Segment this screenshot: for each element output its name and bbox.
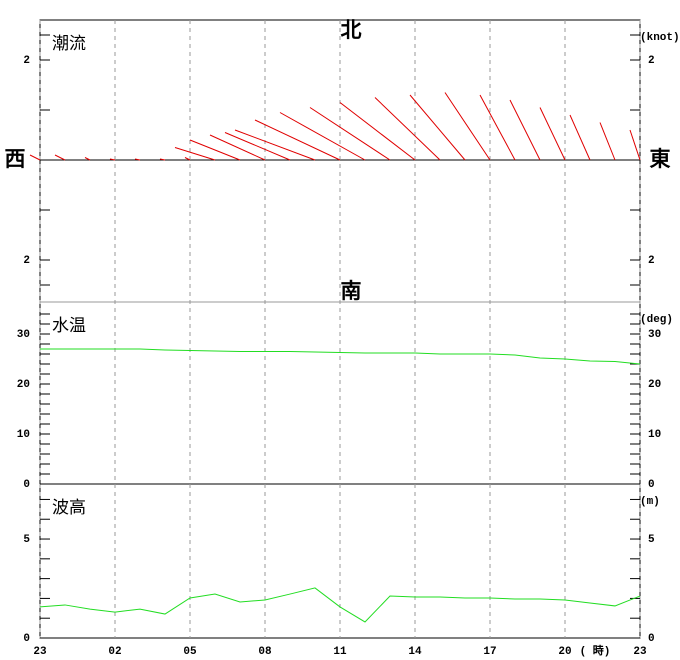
current-vector bbox=[84, 157, 91, 161]
current-vector bbox=[444, 92, 491, 161]
current-vector bbox=[234, 129, 316, 161]
y-tick-label: 5 bbox=[23, 534, 30, 546]
compass-west: 西 bbox=[5, 147, 26, 171]
current-vector bbox=[134, 158, 141, 161]
x-tick-label: 05 bbox=[183, 646, 197, 658]
current-vector bbox=[309, 107, 391, 161]
y-tick-label: 2 bbox=[23, 55, 30, 67]
unit-label: (m) bbox=[640, 496, 660, 508]
data-line bbox=[40, 348, 641, 365]
y-tick-label: 0 bbox=[23, 633, 30, 645]
current-vector bbox=[174, 147, 216, 161]
x-tick-label: 14 bbox=[408, 646, 422, 658]
current-vector bbox=[224, 132, 291, 161]
x-tick-label: 20 bbox=[558, 646, 571, 658]
y-tick-label: 10 bbox=[17, 429, 30, 441]
y-tick-label: 0 bbox=[648, 479, 655, 491]
x-tick-label: 23 bbox=[33, 646, 47, 658]
x-axis-label: ( 時) bbox=[580, 643, 611, 658]
current-vector bbox=[54, 154, 66, 161]
y-tick-label: 0 bbox=[23, 479, 30, 491]
x-tick-label: 02 bbox=[108, 646, 121, 658]
current-vector bbox=[29, 154, 41, 161]
unit-label: (knot) bbox=[640, 32, 680, 44]
current-vector bbox=[209, 134, 266, 161]
panel-title: 波高 bbox=[52, 498, 86, 518]
current-vector bbox=[189, 139, 241, 161]
current-vector bbox=[279, 112, 366, 161]
y-tick-label: 5 bbox=[648, 534, 655, 546]
current-vector bbox=[184, 157, 191, 161]
y-tick-label: 2 bbox=[23, 255, 30, 267]
current-vector bbox=[159, 158, 166, 161]
y-tick-label: 0 bbox=[648, 633, 655, 645]
current-vector bbox=[374, 97, 441, 161]
compass-east: 東 bbox=[650, 147, 671, 171]
current-vector bbox=[569, 114, 591, 161]
panel-title: 水温 bbox=[52, 316, 86, 336]
plot-frame bbox=[39, 19, 641, 639]
current-vector bbox=[629, 129, 641, 161]
x-tick-label: 23 bbox=[633, 646, 647, 658]
y-tick-label: 20 bbox=[648, 379, 661, 391]
panel-title: 潮流 bbox=[52, 34, 86, 54]
current-vector bbox=[599, 122, 616, 161]
y-tick-label: 30 bbox=[648, 329, 661, 341]
x-tick-label: 17 bbox=[483, 646, 496, 658]
x-tick-label: 08 bbox=[258, 646, 272, 658]
current-vector bbox=[409, 94, 466, 161]
compass-north: 北 bbox=[341, 18, 362, 42]
unit-label: (deg) bbox=[640, 314, 673, 326]
current-vector bbox=[339, 102, 416, 161]
y-tick-label: 2 bbox=[648, 255, 655, 267]
y-tick-label: 2 bbox=[648, 55, 655, 67]
current-vector bbox=[539, 107, 566, 161]
y-tick-label: 10 bbox=[648, 429, 661, 441]
current-vector bbox=[254, 119, 341, 161]
y-tick-label: 30 bbox=[17, 329, 30, 341]
y-tick-label: 20 bbox=[17, 379, 30, 391]
current-vector bbox=[479, 94, 516, 161]
current-vector bbox=[509, 99, 541, 161]
x-tick-label: 11 bbox=[333, 646, 347, 658]
data-line bbox=[39, 587, 641, 623]
current-vector bbox=[109, 158, 116, 161]
compass-south: 南 bbox=[341, 279, 362, 303]
